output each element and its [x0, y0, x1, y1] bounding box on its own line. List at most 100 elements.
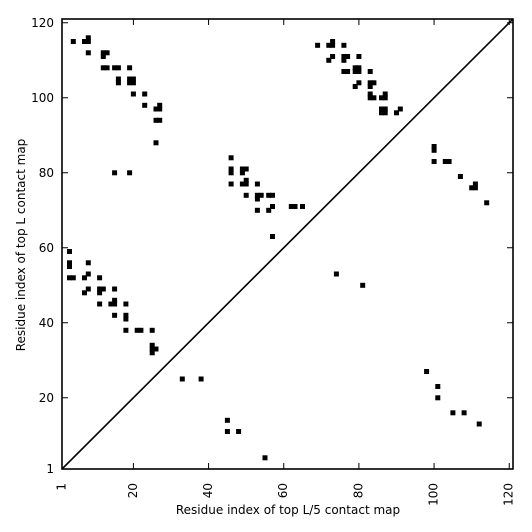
x-axis-label: Residue index of top L/5 contact map — [176, 503, 400, 517]
contact-point — [153, 346, 159, 352]
contact-point — [367, 84, 373, 89]
contact-point — [149, 346, 155, 352]
contact-point — [85, 260, 91, 266]
contact-point — [379, 110, 384, 116]
contact-point — [352, 69, 358, 74]
x-tick-label: 60 — [276, 483, 290, 498]
contact-point — [130, 91, 136, 97]
contact-point — [382, 106, 388, 112]
contact-point — [138, 327, 144, 333]
y-tick-label: 100 — [31, 91, 54, 105]
x-axis-ticks: 1 20 40 60 80 100 120 — [55, 19, 516, 506]
contact-point — [123, 301, 129, 307]
contact-point — [82, 39, 87, 44]
diagonal-line — [61, 18, 514, 470]
contact-point — [367, 91, 373, 97]
y-tick-label: 20 — [39, 391, 54, 405]
contact-point — [330, 54, 336, 59]
contact-point — [108, 301, 114, 307]
contact-point — [104, 50, 110, 56]
contact-point — [435, 395, 441, 401]
contact-point — [326, 42, 332, 48]
contact-point — [424, 369, 430, 374]
contact-point — [239, 166, 245, 172]
contact-point — [100, 50, 106, 56]
contact-point — [262, 455, 268, 461]
contact-point — [157, 102, 163, 108]
contact-point — [149, 327, 155, 333]
contact-point — [134, 327, 140, 333]
contact-point — [367, 80, 373, 86]
contact-point — [435, 384, 441, 389]
contact-point — [360, 282, 366, 288]
contact-point — [450, 410, 456, 416]
contact-point — [330, 39, 336, 44]
contact-point — [382, 110, 388, 116]
contact-point — [115, 76, 121, 82]
contact-point — [153, 117, 159, 123]
x-tick-label: 1 — [55, 483, 69, 491]
contact-point — [85, 39, 91, 44]
x-tick-label: 100 — [427, 483, 441, 506]
contact-point — [315, 42, 321, 48]
contact-point — [341, 42, 347, 48]
contact-point — [243, 166, 249, 172]
contact-point — [112, 170, 118, 176]
contact-point — [356, 69, 362, 74]
contact-point — [104, 65, 110, 71]
contact-point — [85, 286, 91, 292]
contact-point — [371, 80, 377, 86]
plot-frame — [61, 18, 514, 470]
contact-point — [352, 84, 358, 89]
contact-point — [472, 185, 478, 191]
contact-point — [382, 95, 388, 101]
contact-point — [127, 65, 133, 71]
contact-point — [345, 69, 351, 74]
contact-point — [254, 207, 260, 213]
contact-point — [472, 181, 478, 187]
contact-point — [469, 185, 475, 191]
contact-point — [70, 275, 76, 281]
contact-point — [431, 147, 437, 153]
contact-point — [82, 275, 87, 281]
contact-point — [371, 95, 377, 101]
contact-point — [330, 42, 336, 48]
contact-point — [198, 376, 204, 382]
y-tick-label: 120 — [31, 16, 54, 30]
contact-point — [292, 204, 298, 209]
contact-point — [326, 57, 332, 63]
y-tick-label: 40 — [39, 316, 54, 330]
contact-point — [431, 144, 437, 149]
contact-point — [270, 234, 275, 239]
contact-point — [123, 316, 129, 322]
contact-point — [382, 91, 388, 97]
contact-point — [97, 275, 103, 281]
y-tick-label: 1 — [46, 462, 54, 476]
contact-point — [127, 76, 133, 82]
contact-point — [236, 429, 242, 434]
contact-point — [179, 376, 185, 382]
contact-point — [243, 177, 249, 183]
contact-point — [112, 297, 118, 303]
contact-point — [157, 106, 163, 112]
contact-point — [270, 192, 275, 198]
contact-point — [123, 312, 129, 318]
contact-point — [379, 106, 384, 112]
contact-point — [115, 80, 121, 86]
contact-point — [67, 275, 72, 281]
contact-point — [100, 65, 106, 71]
x-tick-label: 40 — [201, 483, 215, 498]
contact-point — [341, 57, 347, 63]
contact-point — [112, 286, 118, 292]
contact-point — [379, 95, 384, 101]
contact-point — [112, 312, 118, 318]
contact-point — [149, 342, 155, 348]
contact-point — [243, 192, 249, 198]
x-tick-label: 120 — [502, 483, 516, 506]
contact-point — [266, 192, 272, 198]
contact-point — [288, 204, 294, 209]
contact-point — [228, 155, 234, 161]
contact-point — [97, 290, 103, 296]
contact-point — [258, 192, 264, 198]
